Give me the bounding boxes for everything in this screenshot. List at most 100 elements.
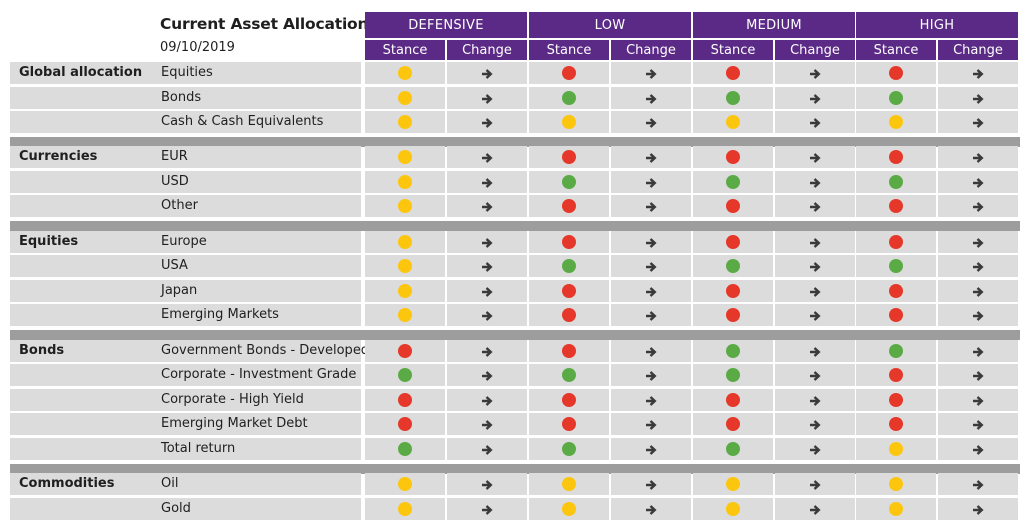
stance-dot-red (398, 393, 412, 407)
stance-dot-red (726, 284, 740, 298)
stance-dot-red (562, 284, 576, 298)
right-arrow-icon (808, 502, 822, 516)
stance-dot-amber (398, 199, 412, 213)
stance-dot-amber (398, 175, 412, 189)
asset-label: Japan (161, 283, 198, 298)
stance-dot-red (726, 199, 740, 213)
right-arrow-icon (808, 308, 822, 322)
stance-dot-amber (889, 115, 903, 129)
right-arrow-icon (644, 175, 658, 189)
asset-label: Europe (161, 234, 207, 249)
stance-dot-green (726, 91, 740, 105)
stance-dot-red (726, 66, 740, 80)
stance-dot-red (889, 417, 903, 431)
stance-dot-green (398, 368, 412, 382)
asset-label: Corporate - High Yield (161, 392, 304, 407)
stance-dot-red (562, 66, 576, 80)
category-label: Bonds (19, 343, 65, 358)
table-row (10, 255, 361, 277)
right-arrow-icon (971, 91, 985, 105)
right-arrow-icon (644, 150, 658, 164)
stance-dot-red (562, 308, 576, 322)
right-arrow-icon (808, 368, 822, 382)
stance-subheader: Stance (365, 40, 445, 60)
asset-label: Gold (161, 501, 191, 516)
right-arrow-icon (480, 150, 494, 164)
right-arrow-icon (644, 199, 658, 213)
right-arrow-icon (480, 115, 494, 129)
group-separator (10, 463, 1020, 474)
stance-dot-red (889, 308, 903, 322)
right-arrow-icon (480, 259, 494, 273)
table-row (10, 111, 361, 133)
right-arrow-icon (480, 417, 494, 431)
stance-dot-amber (398, 66, 412, 80)
right-arrow-icon (808, 199, 822, 213)
right-arrow-icon (808, 235, 822, 249)
change-subheader: Change (938, 40, 1018, 60)
group-separator (10, 136, 1020, 147)
right-arrow-icon (480, 344, 494, 358)
right-arrow-icon (644, 477, 658, 491)
stance-subheader: Stance (856, 40, 936, 60)
stance-dot-amber (562, 115, 576, 129)
change-subheader: Change (775, 40, 855, 60)
stance-dot-green (726, 368, 740, 382)
right-arrow-icon (644, 115, 658, 129)
stance-dot-red (398, 344, 412, 358)
stance-dot-red (562, 344, 576, 358)
right-arrow-icon (480, 368, 494, 382)
right-arrow-icon (808, 393, 822, 407)
right-arrow-icon (808, 175, 822, 189)
table-row (10, 389, 361, 411)
stance-dot-amber (398, 150, 412, 164)
right-arrow-icon (808, 66, 822, 80)
right-arrow-icon (644, 66, 658, 80)
right-arrow-icon (971, 502, 985, 516)
table-row (10, 280, 361, 302)
stance-dot-amber (398, 502, 412, 516)
right-arrow-icon (644, 368, 658, 382)
right-arrow-icon (480, 235, 494, 249)
stance-dot-amber (889, 442, 903, 456)
right-arrow-icon (808, 284, 822, 298)
change-subheader: Change (611, 40, 691, 60)
table-row (10, 364, 361, 386)
stance-dot-amber (398, 115, 412, 129)
asset-label: Other (161, 198, 198, 213)
stance-dot-amber (398, 308, 412, 322)
asset-label: Government Bonds - Developed (161, 343, 370, 358)
right-arrow-icon (971, 284, 985, 298)
right-arrow-icon (480, 308, 494, 322)
stance-dot-red (562, 199, 576, 213)
stance-dot-green (889, 344, 903, 358)
stance-dot-red (726, 417, 740, 431)
group-separator (10, 330, 1020, 340)
right-arrow-icon (808, 417, 822, 431)
right-arrow-icon (971, 175, 985, 189)
stance-dot-amber (726, 502, 740, 516)
right-arrow-icon (808, 442, 822, 456)
change-subheader: Change (447, 40, 527, 60)
right-arrow-icon (480, 393, 494, 407)
profile-header-medium: MEDIUM (693, 12, 855, 38)
profile-header-defensive: DEFENSIVE (365, 12, 527, 38)
table-title: Current Asset Allocation (160, 15, 369, 33)
stance-dot-amber (398, 284, 412, 298)
right-arrow-icon (971, 344, 985, 358)
right-arrow-icon (644, 393, 658, 407)
stance-dot-red (562, 393, 576, 407)
stance-dot-green (726, 175, 740, 189)
stance-dot-red (889, 66, 903, 80)
stance-dot-green (889, 91, 903, 105)
table-row (10, 171, 361, 193)
stance-dot-red (889, 235, 903, 249)
group-separator (10, 221, 1020, 232)
stance-dot-red (889, 368, 903, 382)
right-arrow-icon (644, 502, 658, 516)
right-arrow-icon (971, 259, 985, 273)
right-arrow-icon (480, 199, 494, 213)
right-arrow-icon (808, 259, 822, 273)
table-row (10, 340, 361, 362)
right-arrow-icon (808, 344, 822, 358)
